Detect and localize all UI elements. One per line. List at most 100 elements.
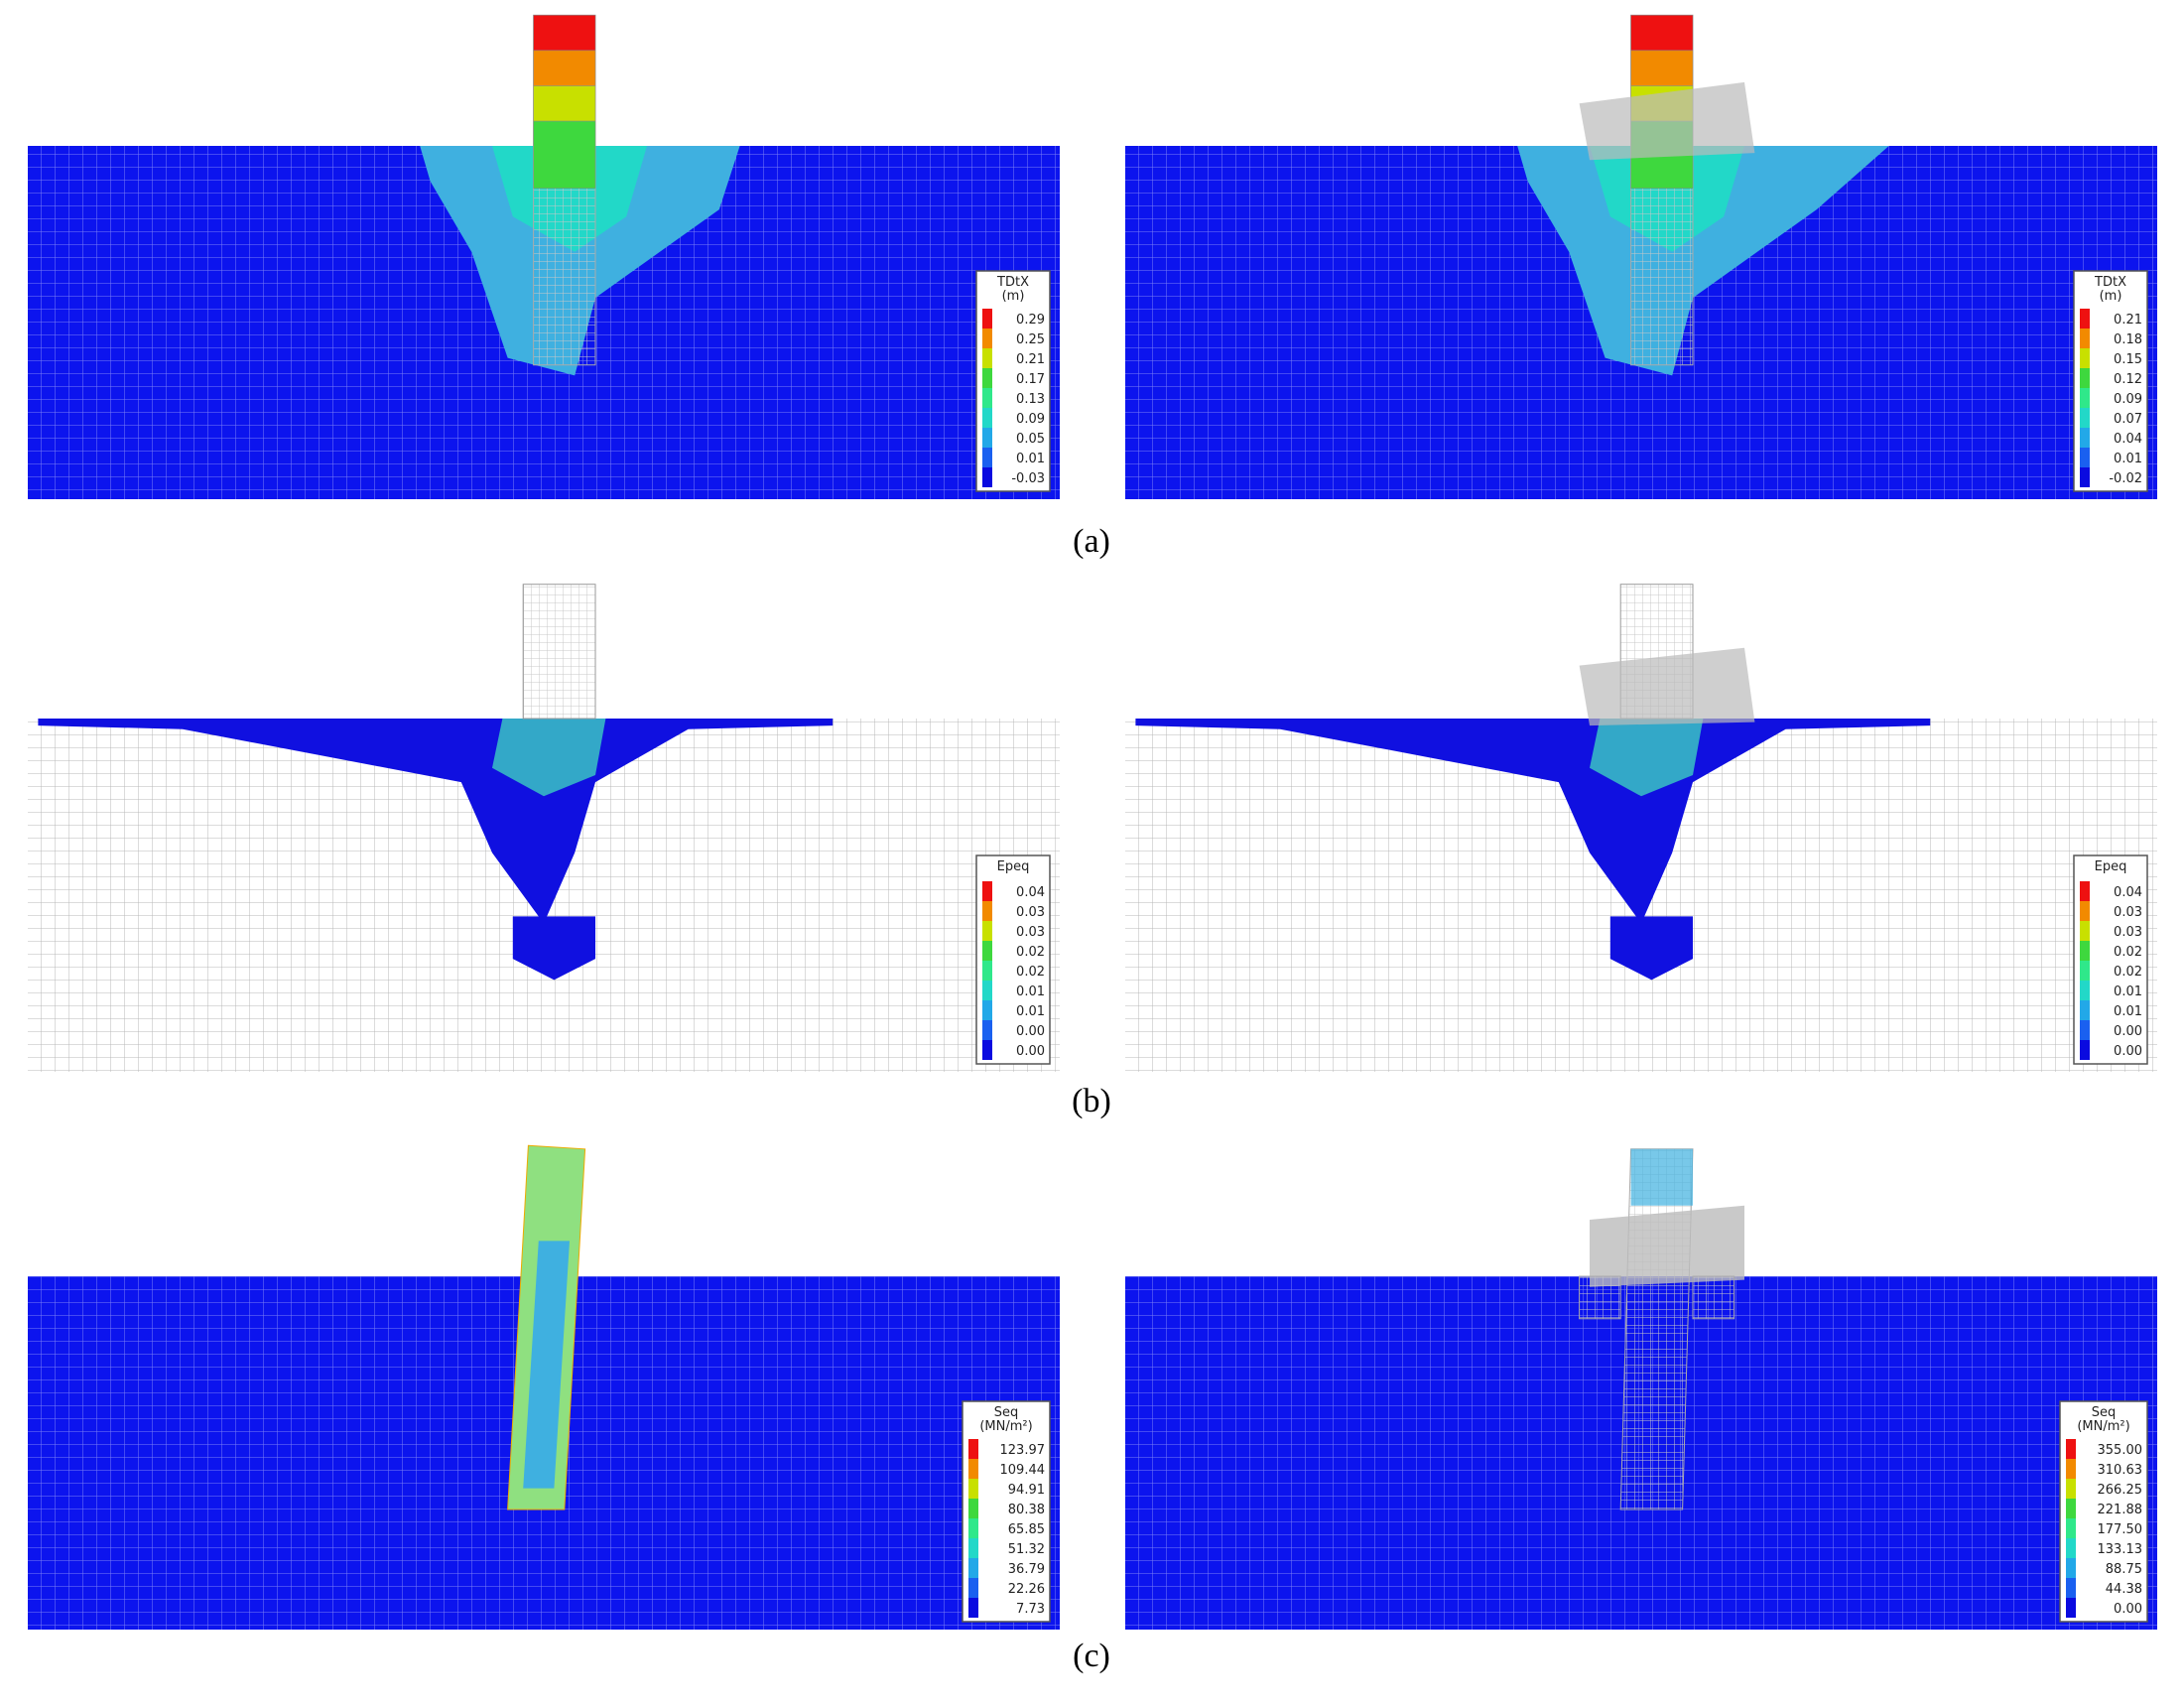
legend-label: 0.01 [2114, 1004, 2142, 1019]
pile-stress [1630, 1148, 1693, 1206]
mudmat [1692, 1275, 1735, 1320]
legend-title: Epeq [2095, 859, 2127, 874]
legend-swatch [982, 881, 992, 901]
legend-label: 0.00 [1016, 1024, 1045, 1039]
legend-swatch [982, 467, 992, 487]
legend-swatch [982, 921, 992, 941]
legend-swatch [2080, 408, 2090, 428]
legend-swatch [2080, 981, 2090, 1000]
pile-mesh [522, 584, 596, 720]
plastic-zone [1590, 719, 1704, 797]
legend-swatch [968, 1538, 978, 1558]
legend-label: -0.02 [2109, 471, 2142, 486]
legend-title: TDtX [996, 275, 1029, 290]
legend-swatch [2066, 1479, 2076, 1499]
legend-label: 0.01 [2114, 984, 2142, 999]
pile-block [533, 50, 596, 86]
legend-label: 94.91 [1008, 1483, 1045, 1498]
legend-label: 0.00 [2114, 1602, 2142, 1617]
legend-swatch [2066, 1439, 2076, 1459]
legend-label: 0.01 [2114, 452, 2142, 466]
legend-swatch [2080, 941, 2090, 961]
legend-swatch [968, 1598, 978, 1618]
legend-swatch [2066, 1558, 2076, 1578]
legend-swatch [982, 368, 992, 388]
legend-title: Seq [994, 1405, 1019, 1420]
legend-label: 0.05 [1016, 432, 1045, 447]
legend-unit: (m) [2100, 289, 2122, 304]
legend-swatch [2080, 1040, 2090, 1060]
plastic-zone [1135, 719, 1931, 924]
legend-swatch [982, 1040, 992, 1060]
legend-swatch [982, 1020, 992, 1040]
plot: Epeq 0.04 0.03 0.03 0.02 0.02 0.01 0.01 0.00 0.00 [28, 584, 1060, 1072]
legend-label: 22.26 [1008, 1582, 1045, 1597]
pile-block [533, 85, 596, 122]
pile-block [1630, 15, 1694, 52]
legend-label: 0.02 [1016, 965, 1045, 980]
legend-swatch [2080, 428, 2090, 448]
legend-label: 0.21 [2114, 313, 2142, 328]
legend-swatch [982, 981, 992, 1000]
pile-block [533, 120, 596, 189]
plastic-zone [38, 719, 834, 924]
legend-label: 0.29 [1016, 313, 1045, 328]
legend-swatch [2080, 467, 2090, 487]
legend-swatch [982, 328, 992, 348]
legend-swatch [968, 1479, 978, 1499]
legend-label: 109.44 [1000, 1463, 1046, 1478]
legend-swatch [982, 309, 992, 328]
legend-swatch [968, 1459, 978, 1479]
legend-label: 221.88 [2098, 1503, 2143, 1517]
plastic-zone [492, 719, 606, 797]
legend-label: 65.85 [1008, 1522, 1045, 1537]
legend-swatch [2066, 1598, 2076, 1618]
legend-swatch [968, 1518, 978, 1538]
legend-label: 0.25 [1016, 332, 1045, 347]
legend-label: 123.97 [1000, 1443, 1046, 1458]
legend-label: 0.21 [1016, 352, 1045, 367]
legend-label: 0.03 [1016, 925, 1045, 940]
legend-label: 44.38 [2106, 1582, 2142, 1597]
legend-swatch [2080, 901, 2090, 921]
legend-label: 355.00 [2098, 1443, 2143, 1458]
legend-swatch [982, 408, 992, 428]
legend-swatch [982, 428, 992, 448]
legend-label: 0.07 [2114, 412, 2142, 427]
legend-swatch [968, 1558, 978, 1578]
legend-label: 80.38 [1008, 1503, 1045, 1517]
legend-swatch [2080, 388, 2090, 408]
legend-swatch [2066, 1538, 2076, 1558]
legend-label: 310.63 [2098, 1463, 2143, 1478]
legend-label: 0.01 [1016, 984, 1045, 999]
panel-caption: (c) [1073, 1638, 1110, 1674]
legend-label: 0.00 [2114, 1024, 2142, 1039]
legend-label: 0.15 [2114, 352, 2142, 367]
legend-unit: (MN/m²) [979, 1419, 1032, 1434]
legend-swatch [2080, 921, 2090, 941]
legend-label: 0.03 [2114, 925, 2142, 940]
legend-label: 51.32 [1008, 1542, 1045, 1557]
pile-block [533, 15, 596, 52]
legend-swatch [968, 1499, 978, 1518]
plot: TDtX(m) 0.21 0.18 0.15 0.12 0.09 0.07 0.04 0.01 -… [1125, 14, 2157, 499]
jacket-structure [1579, 647, 1755, 726]
legend-unit: (MN/m²) [2077, 1419, 2129, 1434]
legend-swatch [982, 388, 992, 408]
legend-swatch [2080, 1020, 2090, 1040]
legend-label: 0.09 [2114, 392, 2142, 407]
jacket-structure [1590, 1205, 1744, 1287]
legend-swatch [2066, 1459, 2076, 1479]
pile-stress [523, 1241, 570, 1489]
plastic-zone [1609, 916, 1693, 981]
panel-caption: (b) [1072, 1083, 1111, 1119]
legend-swatch [2080, 348, 2090, 368]
legend-label: 7.73 [1016, 1602, 1045, 1617]
legend-label: 0.02 [2114, 945, 2142, 960]
legend-label: -0.03 [1011, 471, 1045, 486]
jacket-structure [1579, 81, 1755, 161]
legend-label: 0.04 [2114, 885, 2142, 900]
plot: TDtX(m) 0.29 0.25 0.21 0.17 0.13 0.09 0.05 0.01 -… [28, 14, 1060, 499]
